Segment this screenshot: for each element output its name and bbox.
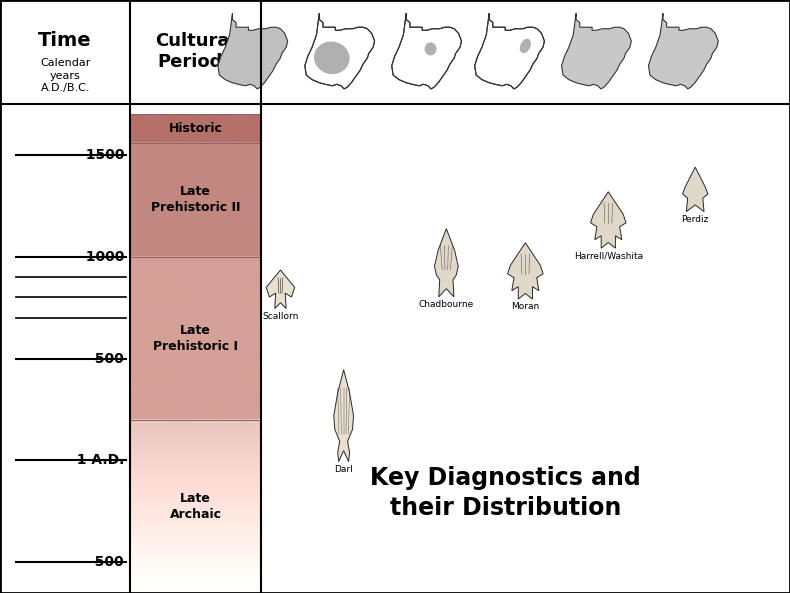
Text: — 500: — 500 bbox=[77, 352, 124, 365]
Text: —  500: — 500 bbox=[71, 556, 124, 569]
Ellipse shape bbox=[425, 43, 436, 56]
Text: — 1 A.D.: — 1 A.D. bbox=[58, 453, 124, 467]
Polygon shape bbox=[683, 167, 708, 212]
Bar bbox=[130, 142, 261, 257]
Text: Cultural
Periods: Cultural Periods bbox=[156, 33, 235, 71]
Text: Harrell/Washita: Harrell/Washita bbox=[574, 251, 643, 260]
Text: Time: Time bbox=[39, 30, 92, 50]
Text: Key Diagnostics and
their Distribution: Key Diagnostics and their Distribution bbox=[371, 466, 641, 520]
Text: Scallorn: Scallorn bbox=[262, 311, 299, 320]
Polygon shape bbox=[333, 369, 354, 461]
Text: Perdiz: Perdiz bbox=[682, 215, 709, 224]
Polygon shape bbox=[649, 13, 718, 89]
Polygon shape bbox=[475, 13, 544, 89]
Text: Late
Prehistoric II: Late Prehistoric II bbox=[151, 185, 240, 214]
Polygon shape bbox=[218, 13, 288, 89]
Polygon shape bbox=[508, 243, 544, 299]
Polygon shape bbox=[305, 13, 374, 89]
Ellipse shape bbox=[314, 42, 350, 74]
Bar bbox=[130, 114, 261, 142]
Polygon shape bbox=[392, 13, 461, 89]
Text: Darl: Darl bbox=[334, 464, 353, 474]
Text: Chadbourne: Chadbourne bbox=[419, 300, 474, 309]
Polygon shape bbox=[591, 192, 626, 248]
Text: — 1000: — 1000 bbox=[66, 250, 124, 264]
Text: Late
Prehistoric I: Late Prehistoric I bbox=[153, 324, 238, 353]
Polygon shape bbox=[266, 270, 295, 308]
Text: — 1500: — 1500 bbox=[66, 148, 124, 162]
Polygon shape bbox=[562, 13, 631, 89]
Ellipse shape bbox=[520, 39, 531, 53]
Text: Moran: Moran bbox=[511, 302, 540, 311]
Text: Historic: Historic bbox=[168, 122, 223, 135]
Text: Late
Archaic: Late Archaic bbox=[170, 492, 221, 521]
Bar bbox=[130, 257, 261, 420]
Text: Calendar
years
A.D./B.C.: Calendar years A.D./B.C. bbox=[40, 58, 90, 94]
Bar bbox=[130, 420, 261, 593]
Polygon shape bbox=[435, 229, 458, 297]
